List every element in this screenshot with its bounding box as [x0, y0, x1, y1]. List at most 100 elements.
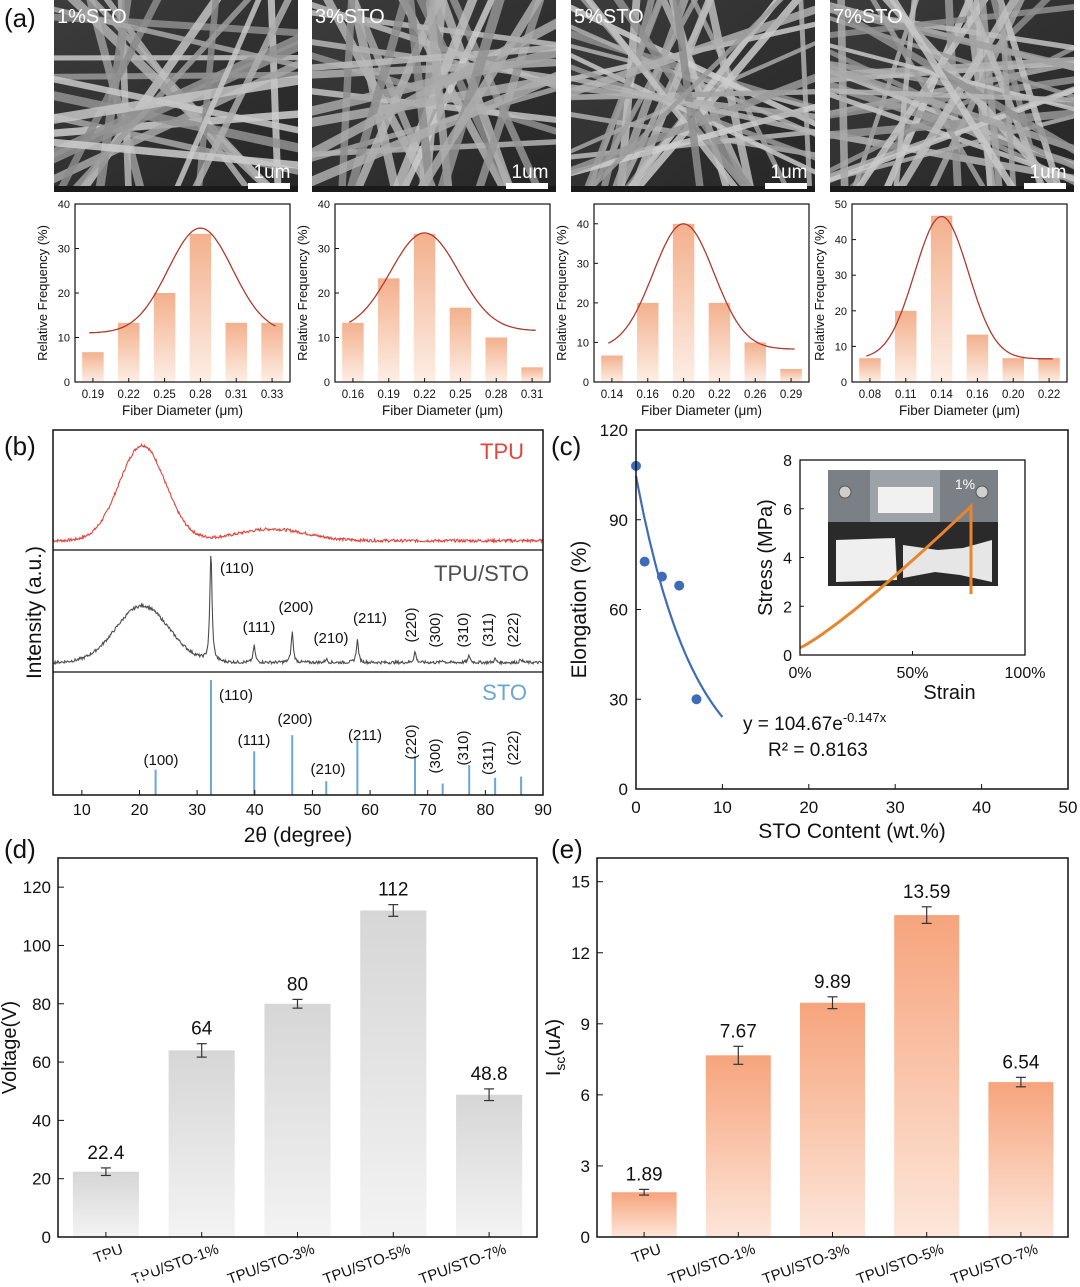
histogram-4: 0 10 20 30 40 50 0.08 0.11 0.14 0.16 0.20 0.22 Fiber…	[812, 199, 1068, 418]
scale-bar	[248, 183, 290, 189]
x-tick-label: 0.19	[378, 389, 400, 401]
panel-label-e: (e)	[551, 834, 583, 864]
plot-frame	[593, 203, 810, 383]
sem-image-row: 1%STO 1um 3%STO 1um 5%STO 1um 7%STO 1um	[54, 0, 1074, 192]
bar	[168, 1050, 235, 1237]
bar	[72, 1171, 139, 1237]
y-tick-label: 20	[835, 306, 847, 318]
peak-label: (222)	[505, 730, 522, 765]
scale-bar-label: 1um	[254, 162, 291, 183]
x-tick-label: 70	[419, 802, 437, 819]
x-axis-label: Fiber Diameter (μm)	[899, 403, 1020, 418]
y-axis-label: Voltage(V)	[0, 1001, 21, 1094]
y-tick-label: 0	[583, 377, 589, 389]
y-axis-label-unit: (uA)	[543, 1019, 565, 1057]
y-tick-label: 4	[783, 551, 792, 568]
sem-fiber	[837, 0, 849, 192]
peak-label: (211)	[348, 727, 382, 744]
plot-frame	[57, 857, 538, 1238]
sem-fiber	[67, 0, 252, 192]
x-axis-label: Fiber Diameter (μm)	[641, 403, 762, 418]
x-tick-label: 0.31	[521, 389, 543, 401]
y-tick-label: 90	[609, 511, 628, 530]
histogram-bar	[413, 233, 436, 382]
series-label-tpu-sto: TPU/STO	[434, 561, 529, 586]
x-tick-label: 50	[1059, 798, 1078, 817]
plot-frame	[334, 203, 551, 383]
y-tick-label: 30	[318, 244, 330, 256]
x-tick-label: 0.28	[485, 389, 507, 401]
y-tick-label: 0	[324, 377, 330, 389]
y-tick-label: 60	[32, 1053, 51, 1072]
stress-strain-curve	[799, 502, 973, 650]
sem-label: 5%STO	[574, 6, 644, 28]
bar	[988, 1082, 1054, 1237]
histogram-row: 0 10 20 30 40 0.19 0.22 0.25 0.28 0.31 0.33 Fiber D…	[35, 199, 1068, 418]
fit-equation: y = 104.67e-0.147x	[743, 710, 887, 735]
y-tick-label: 20	[58, 288, 70, 300]
sem-label: 1%STO	[57, 6, 127, 28]
xrd-chart: (110)(111)(200)(210)(211) (220) (300) (310)…	[23, 429, 552, 847]
x-tick-label: 0.14	[601, 389, 624, 401]
y-tick-label: 9	[581, 1015, 590, 1034]
peak-label: (310)	[455, 612, 472, 647]
bar-value-label: 6.54	[1002, 1052, 1039, 1073]
y-tick-label: 30	[577, 258, 589, 270]
bar	[264, 1003, 331, 1237]
bar-value-label: 22.4	[87, 1143, 124, 1164]
gaussian-fit-curve	[348, 232, 536, 331]
sem-fiber	[54, 138, 298, 169]
bar	[894, 915, 960, 1237]
panel-label-d: (d)	[4, 834, 36, 864]
bar	[611, 1192, 677, 1237]
y-tick-label: 100	[23, 936, 51, 955]
fit-equation-exponent: -0.147x	[843, 710, 887, 725]
sem-fiber	[390, 0, 478, 192]
bar	[705, 1055, 771, 1237]
x-tick-label: 0.20	[672, 389, 694, 401]
histogram-bar	[637, 302, 659, 382]
scale-bar-label: 1um	[771, 162, 808, 183]
sem-fiber	[830, 109, 1074, 140]
histogram-bar	[485, 337, 507, 382]
sem-fiber	[889, 0, 1020, 192]
x-tick-label: TPU/STO-5%	[854, 1241, 946, 1287]
sem-info-strip	[312, 186, 556, 192]
histogram-3: 0 10 20 30 40 0.14 0.16 0.20 0.22 0.26 0.29 Fiber D…	[554, 203, 810, 418]
x-tick-label: 0	[631, 798, 640, 817]
sem-fiber	[54, 6, 298, 69]
peak-label: (110)	[219, 687, 253, 704]
sem-fibers	[312, 0, 556, 192]
y-tick-label: 60	[609, 601, 628, 620]
peak-label: (211)	[353, 610, 387, 627]
data-point	[691, 694, 702, 705]
histogram-bar	[601, 355, 623, 382]
peak-label: (222)	[505, 612, 522, 647]
histogram-bar	[780, 368, 802, 382]
x-tick-label: 0.22	[708, 389, 730, 401]
x-tick-label: TPU/STO-3%	[225, 1241, 317, 1287]
scale-bar	[1024, 183, 1066, 189]
peak-label: (210)	[313, 630, 348, 647]
sem-fiber	[571, 75, 815, 136]
y-tick-label: 40	[835, 235, 847, 247]
inset-y-axis-label: Stress (MPa)	[755, 499, 777, 616]
data-point	[674, 580, 685, 591]
histogram-bar	[378, 278, 400, 382]
x-tick-label: 50	[304, 802, 322, 819]
x-tick-label: 0.22	[118, 389, 140, 401]
photo-screw	[975, 485, 989, 499]
sem-fiber	[436, 0, 505, 192]
r-squared-label: R² = 0.8163	[768, 740, 868, 761]
histogram-bar	[895, 310, 917, 382]
tpu-sto-pattern-line	[52, 555, 544, 666]
x-tick-label: 10	[713, 798, 732, 817]
peak-label: (300)	[427, 738, 444, 773]
y-tick-label: 3	[581, 1157, 590, 1176]
data-point	[639, 556, 650, 567]
sem-info-strip	[571, 186, 815, 192]
histogram-bar	[189, 233, 212, 382]
sem-fiber	[414, 0, 543, 192]
series-label-tpu: TPU	[480, 439, 524, 464]
sem-info-strip	[54, 186, 298, 192]
